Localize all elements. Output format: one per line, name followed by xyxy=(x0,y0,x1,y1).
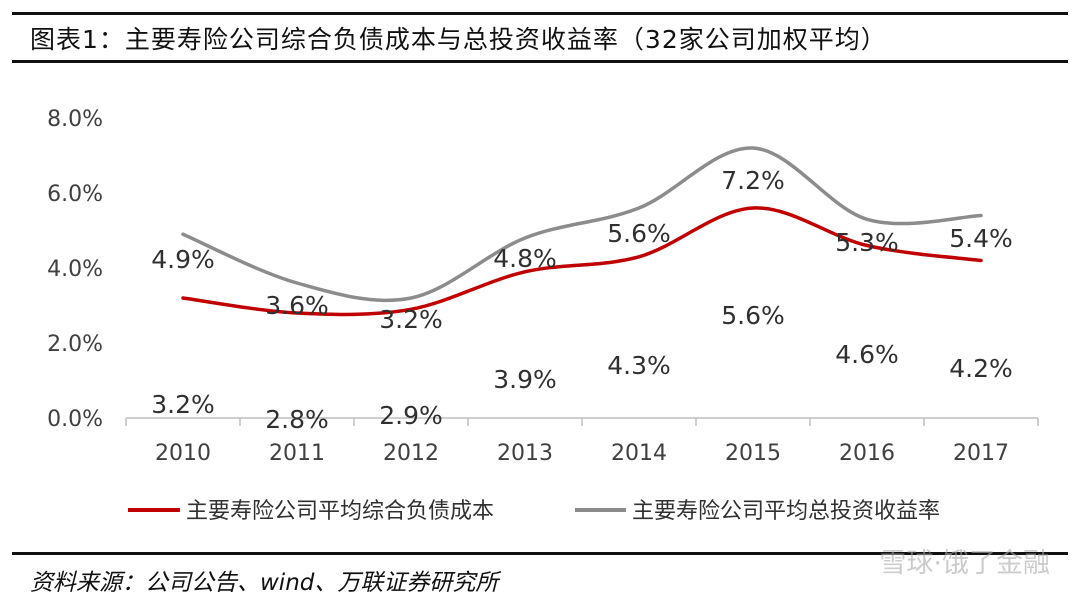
cost-data-label: 4.6% xyxy=(835,340,899,369)
x-tick-label: 2012 xyxy=(383,441,439,466)
cost-data-label: 2.8% xyxy=(265,405,329,434)
legend-label-yield: 主要寿险公司平均总投资收益率 xyxy=(632,499,940,524)
y-tick-label: 0.0% xyxy=(47,407,103,432)
x-tick-label: 2017 xyxy=(953,441,1009,466)
yield-data-label: 4.9% xyxy=(151,245,215,274)
cost-data-label: 4.2% xyxy=(949,354,1013,383)
y-tick-label: 4.0% xyxy=(47,257,103,282)
x-tick-label: 2015 xyxy=(725,441,781,466)
title-rule xyxy=(12,60,1068,63)
chart-title: 图表1：主要寿险公司综合负债成本与总投资收益率（32家公司加权平均） xyxy=(30,25,887,54)
yield-data-label: 3.6% xyxy=(265,291,329,320)
yield-series-line xyxy=(181,146,983,303)
x-tick-label: 2014 xyxy=(611,441,667,466)
source-note: 资料来源：公司公告、wind、万联证券研究所 xyxy=(30,570,499,596)
y-tick-label: 6.0% xyxy=(47,182,103,207)
yield-data-label: 5.6% xyxy=(607,219,671,248)
yield-data-label: 5.3% xyxy=(835,228,899,257)
cost-series-line xyxy=(181,206,983,317)
yield-data-label: 7.2% xyxy=(721,166,785,195)
bottom-rule xyxy=(12,552,1068,555)
cost-data-label: 2.9% xyxy=(379,401,443,430)
yield-data-label: 3.2% xyxy=(379,305,443,334)
yield-data-label: 5.4% xyxy=(949,224,1013,253)
top-rule xyxy=(12,12,1068,15)
y-tick-label: 8.0% xyxy=(47,107,103,132)
legend-label-cost: 主要寿险公司平均综合负债成本 xyxy=(186,499,494,524)
x-tick-label: 2013 xyxy=(497,441,553,466)
y-tick-label: 2.0% xyxy=(47,332,103,357)
cost-data-label: 5.6% xyxy=(721,301,785,330)
cost-data-label: 3.2% xyxy=(151,390,215,419)
x-tick-label: 2016 xyxy=(839,441,895,466)
watermark: 雪球·饿了金融 xyxy=(879,548,1050,579)
cost-data-label: 4.3% xyxy=(607,351,671,380)
line-chart: 0.0% 2.0% 4.0% 6.0% 8.0% 2010 2011 2012 2013 2014… xyxy=(47,107,1039,524)
yield-data-label: 4.8% xyxy=(493,244,557,273)
cost-data-label: 3.9% xyxy=(493,365,557,394)
x-tick-label: 2011 xyxy=(269,441,325,466)
x-tick-label: 2010 xyxy=(155,441,211,466)
